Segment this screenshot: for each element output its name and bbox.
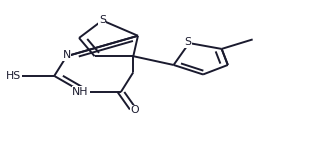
Text: S: S	[184, 37, 191, 47]
Text: HS: HS	[6, 71, 22, 81]
Text: N: N	[63, 51, 71, 60]
Text: NH: NH	[72, 87, 89, 97]
Text: S: S	[99, 15, 106, 25]
Text: O: O	[131, 105, 139, 115]
